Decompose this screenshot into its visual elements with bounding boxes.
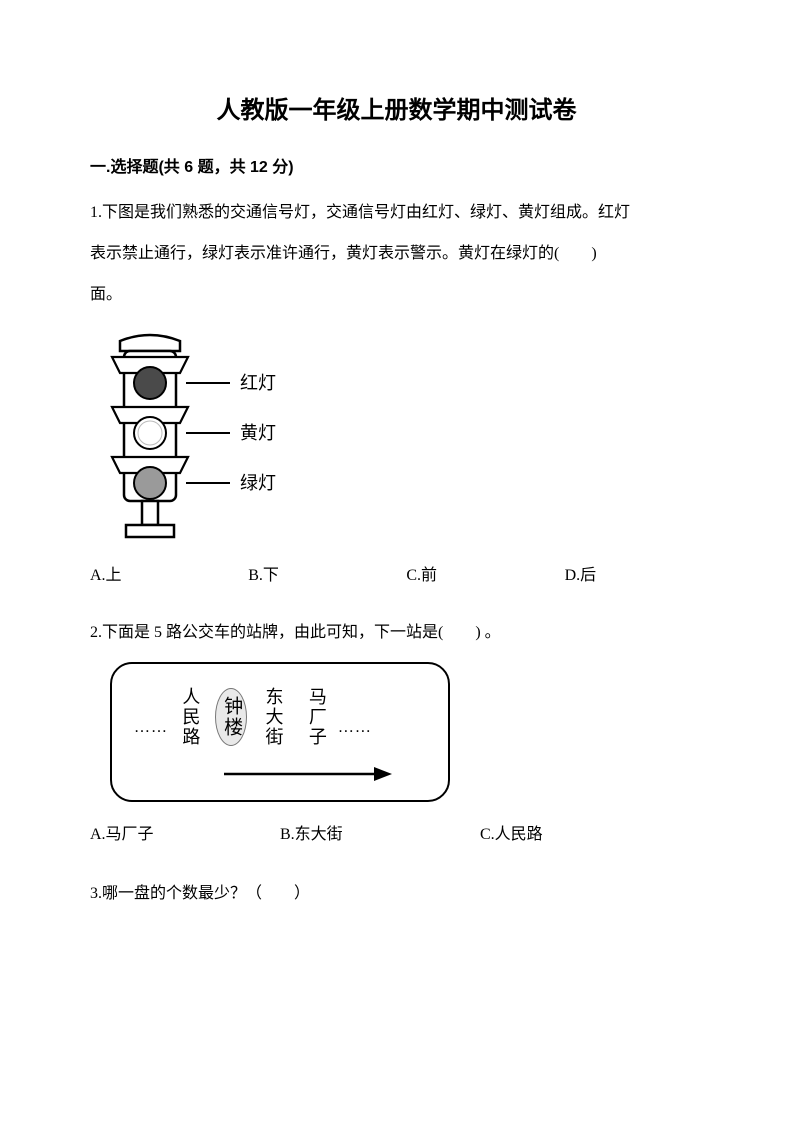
q1-option-d: D.后 [565, 561, 703, 585]
stop-machangzi: 马厂子 [305, 687, 328, 747]
q2-option-a: A.马厂子 [90, 820, 280, 844]
page: 人教版一年级上册数学期中测试卷 一.选择题(共 6 题，共 12 分) 1.下图… [0, 0, 793, 1122]
q1-option-c: C.前 [406, 561, 564, 585]
page-title: 人教版一年级上册数学期中测试卷 [90, 90, 703, 125]
q2-option-b: B.东大街 [280, 820, 480, 844]
q1-line1: 1.下图是我们熟悉的交通信号灯，交通信号灯由红灯、绿灯、黄灯组成。红灯 [90, 195, 703, 230]
q2-option-c: C.人民路 [480, 820, 640, 844]
traffic-light-figure: 红灯 黄灯 绿灯 [90, 323, 703, 543]
stop-dongdajie: 东大街 [261, 687, 284, 747]
arrow-right-icon [222, 764, 392, 784]
question-2: 2.下面是 5 路公交车的站牌，由此可知，下一站是( ) 。 …… 人民路 钟楼… [90, 615, 703, 844]
label-yellow: 黄灯 [240, 423, 276, 443]
dots-left: …… [134, 720, 168, 736]
q2-options: A.马厂子 B.东大街 C.人民路 [90, 820, 703, 844]
bus-sign: …… 人民路 钟楼 东大街 马厂子 …… [110, 662, 450, 802]
stop-renminlu: 人民路 [178, 687, 201, 747]
bus-stops-row: …… 人民路 钟楼 东大街 马厂子 …… [134, 682, 426, 752]
q1-line3: 面。 [90, 277, 703, 312]
stop-zhonglou: 钟楼 [219, 696, 243, 738]
label-green: 绿灯 [240, 473, 276, 493]
question-3: 3.哪一盘的个数最少？（ ） [90, 876, 703, 911]
section-header: 一.选择题(共 6 题，共 12 分) [90, 153, 703, 177]
label-red: 红灯 [240, 373, 276, 393]
dots-right: …… [338, 720, 372, 736]
stop-current-wrap: 钟楼 [219, 696, 243, 738]
traffic-light-icon: 红灯 黄灯 绿灯 [90, 323, 320, 543]
q1-line2: 表示禁止通行，绿灯表示准许通行，黄灯表示警示。黄灯在绿灯的( ) [90, 236, 703, 271]
q1-option-a: A.上 [90, 561, 248, 585]
q1-option-b: B.下 [248, 561, 406, 585]
question-1: 1.下图是我们熟悉的交通信号灯，交通信号灯由红灯、绿灯、黄灯组成。红灯 表示禁止… [90, 195, 703, 585]
q3-text: 3.哪一盘的个数最少？（ ） [90, 876, 703, 911]
q1-options: A.上 B.下 C.前 D.后 [90, 561, 703, 585]
q2-text: 2.下面是 5 路公交车的站牌，由此可知，下一站是( ) 。 [90, 615, 703, 650]
